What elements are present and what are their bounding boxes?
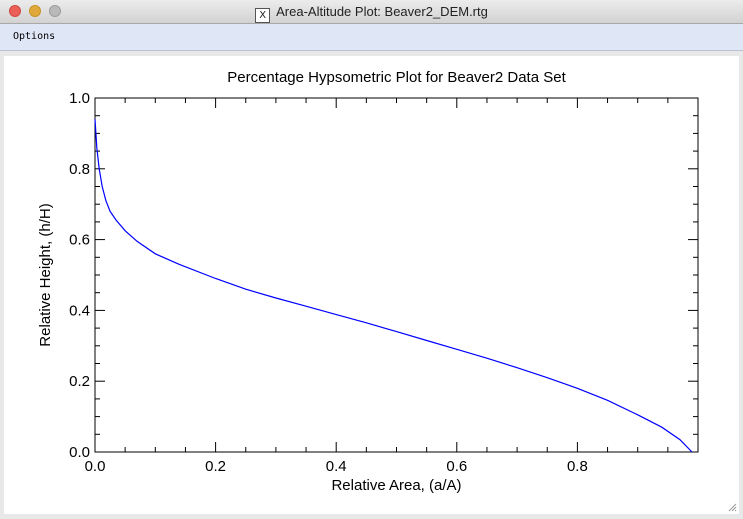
plot-frame (94, 97, 699, 453)
hypsometric-curve-line (94, 119, 693, 453)
y-tick-label: 0.4 (69, 302, 90, 319)
minimize-window-button[interactable] (29, 5, 41, 17)
x-tick-label: 0.4 (326, 458, 347, 475)
plot-canvas: Percentage Hypsometric Plot for Beaver2 … (4, 56, 739, 514)
x-tick-label: 0.0 (85, 458, 106, 475)
resize-grip-icon[interactable] (727, 502, 737, 512)
window-title: Area-Altitude Plot: Beaver2_DEM.rtg (276, 4, 488, 19)
y-tick-label: 1.0 (69, 90, 90, 107)
y-tick-label: 0.2 (69, 373, 90, 390)
window-title-area: X Area-Altitude Plot: Beaver2_DEM.rtg (0, 4, 743, 23)
x-tick-label: 0.8 (567, 458, 588, 475)
x-axis-label: Relative Area, (a/A) (331, 477, 461, 494)
y-tick-label: 0.8 (69, 161, 90, 178)
y-tick-label: 0.0 (69, 444, 90, 461)
maximize-window-button[interactable] (49, 5, 61, 17)
x-tick-label: 0.6 (446, 458, 467, 475)
y-axis-label: Relative Height, (h/H) (37, 203, 54, 346)
x-tick-label: 0.2 (205, 458, 226, 475)
close-window-button[interactable] (9, 5, 21, 17)
chart-title: Percentage Hypsometric Plot for Beaver2 … (227, 69, 566, 86)
hypsometric-chart: Percentage Hypsometric Plot for Beaver2 … (37, 69, 699, 494)
x11-icon: X (255, 8, 271, 23)
window-titlebar: X Area-Altitude Plot: Beaver2_DEM.rtg (0, 0, 743, 24)
menu-bar: Options (0, 24, 743, 51)
y-tick-label: 0.6 (69, 232, 90, 249)
options-menu[interactable]: Options (13, 31, 56, 42)
